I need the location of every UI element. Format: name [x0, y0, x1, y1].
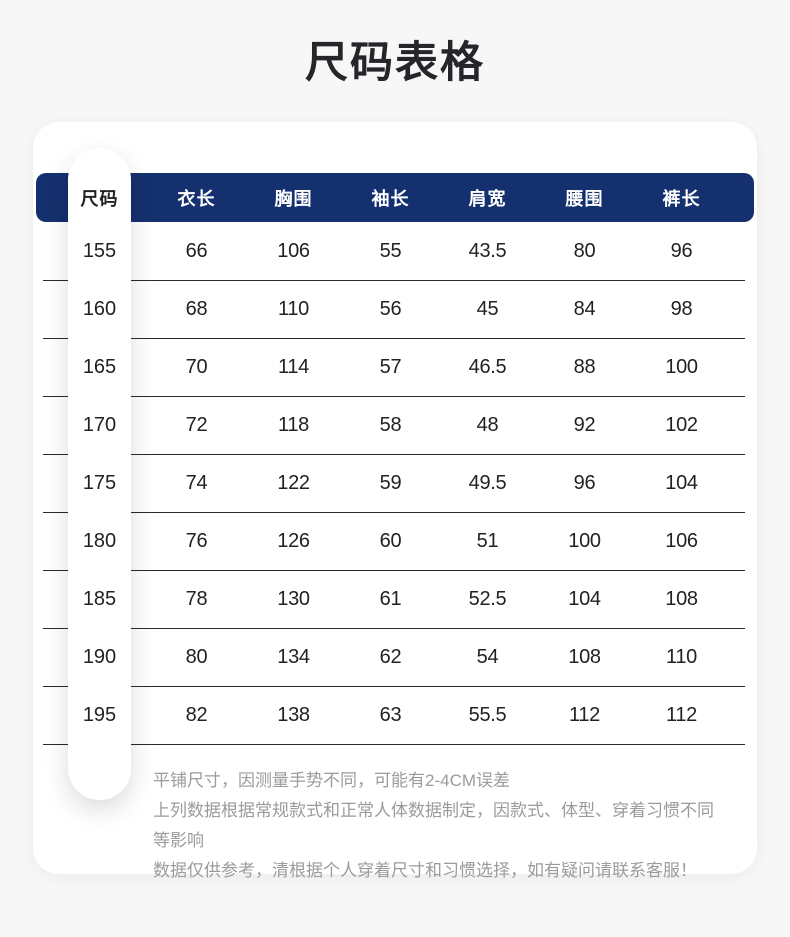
value-cell: 126 [277, 529, 310, 552]
size-cell: 175 [82, 471, 117, 494]
value-cell: 110 [666, 645, 697, 668]
note-line: 数据仅供参考，清根据个人穿着尺寸和习惯选择，如有疑问请联系客服！ [153, 861, 697, 880]
value-cell: 43.5 [468, 239, 507, 262]
table-row: 195 82 138 63 55.5 112 112 [51, 686, 757, 744]
value-cell: 100 [665, 355, 698, 378]
value-cell: 78 [185, 587, 208, 610]
value-cell: 51 [476, 529, 499, 552]
value-cell: 138 [277, 703, 310, 726]
notes: 平铺尺寸，因测量手势不同，可能有2-4CM误差上列数据根据常规款式和正常人体数据… [153, 766, 727, 886]
header-cell: 裤长 [662, 188, 701, 209]
value-cell: 96 [573, 471, 596, 494]
value-cell: 106 [277, 239, 310, 262]
table-header-bar [36, 173, 754, 222]
value-cell: 76 [185, 529, 208, 552]
value-cell: 108 [568, 645, 601, 668]
row-separator [43, 570, 745, 571]
size-cell: 190 [82, 645, 117, 668]
value-cell: 61 [379, 587, 402, 610]
value-cell: 72 [185, 413, 208, 436]
table-row: 160 68 110 56 45 84 98 [51, 280, 757, 338]
value-cell: 59 [379, 471, 402, 494]
value-cell: 49.5 [468, 471, 507, 494]
value-cell: 118 [278, 413, 309, 436]
header-row: 尺码 衣长 胸围 袖长 肩宽 腰围 裤长 [51, 173, 757, 222]
table-row: 185 78 130 61 52.5 104 108 [51, 570, 757, 628]
table-row: 165 70 114 57 46.5 88 100 [51, 338, 757, 396]
size-chart-card: 尺码 衣长 胸围 袖长 肩宽 腰围 裤长 155 66 106 55 43.5 80 96 160 … [33, 122, 757, 880]
value-cell: 63 [379, 703, 402, 726]
value-cell: 48 [476, 413, 499, 436]
value-cell: 104 [568, 587, 601, 610]
table-row: 170 72 118 58 48 92 102 [51, 396, 757, 454]
row-separator [43, 628, 745, 629]
value-cell: 82 [185, 703, 208, 726]
table-body: 155 66 106 55 43.5 80 96 160 68 110 56 45 84 98 16… [33, 222, 757, 744]
value-cell: 70 [185, 355, 208, 378]
value-cell: 102 [665, 413, 698, 436]
size-cell: 170 [82, 413, 117, 436]
value-cell: 96 [670, 239, 693, 262]
value-cell: 54 [476, 645, 499, 668]
value-cell: 80 [185, 645, 208, 668]
header-cell: 肩宽 [468, 188, 507, 209]
size-cell: 195 [82, 703, 117, 726]
size-table: 尺码 衣长 胸围 袖长 肩宽 腰围 裤长 155 66 106 55 43.5 80 96 160 … [33, 122, 757, 744]
table-row: 180 76 126 60 51 100 106 [51, 512, 757, 570]
value-cell: 62 [379, 645, 402, 668]
page-title: 尺码表格 [305, 39, 485, 87]
value-cell: 80 [573, 239, 596, 262]
size-column-pill [68, 148, 131, 800]
value-cell: 106 [665, 529, 698, 552]
header-cell: 腰围 [565, 188, 604, 209]
value-cell: 104 [665, 471, 698, 494]
table-row: 155 66 106 55 43.5 80 96 [51, 222, 757, 280]
value-cell: 114 [278, 355, 309, 378]
note-line: 上列数据根据常规款式和正常人体数据制定，因款式、体型、穿着习惯不同等影响 [153, 801, 714, 850]
header-cell: 胸围 [274, 188, 313, 209]
value-cell: 110 [278, 297, 309, 320]
table-row: 190 80 134 62 54 108 110 [51, 628, 757, 686]
header-cell: 衣长 [177, 188, 216, 209]
value-cell: 134 [277, 645, 310, 668]
value-cell: 112 [666, 703, 697, 726]
row-separator [43, 396, 745, 397]
value-cell: 60 [379, 529, 402, 552]
value-cell: 55.5 [468, 703, 507, 726]
size-cell: 155 [82, 239, 117, 262]
value-cell: 56 [379, 297, 402, 320]
value-cell: 74 [185, 471, 208, 494]
row-separator [43, 454, 745, 455]
header-cell: 袖长 [371, 188, 410, 209]
value-cell: 52.5 [468, 587, 507, 610]
value-cell: 57 [379, 355, 402, 378]
value-cell: 108 [665, 587, 698, 610]
row-separator [43, 338, 745, 339]
value-cell: 98 [670, 297, 693, 320]
value-cell: 92 [573, 413, 596, 436]
row-separator [43, 686, 745, 687]
note-line: 平铺尺寸，因测量手势不同，可能有2-4CM误差 [153, 771, 511, 790]
row-separator [43, 512, 745, 513]
row-separator [43, 744, 745, 745]
value-cell: 68 [185, 297, 208, 320]
value-cell: 84 [573, 297, 596, 320]
value-cell: 122 [277, 471, 310, 494]
value-cell: 45 [476, 297, 499, 320]
size-cell: 180 [82, 529, 117, 552]
size-cell: 165 [82, 355, 117, 378]
value-cell: 55 [379, 239, 402, 262]
value-cell: 58 [379, 413, 402, 436]
size-cell: 185 [82, 587, 117, 610]
value-cell: 112 [569, 703, 600, 726]
value-cell: 100 [568, 529, 601, 552]
size-column-header: 尺码 [80, 188, 119, 209]
value-cell: 66 [185, 239, 208, 262]
row-separator [43, 280, 745, 281]
value-cell: 46.5 [468, 355, 507, 378]
table-row: 175 74 122 59 49.5 96 104 [51, 454, 757, 512]
size-cell: 160 [82, 297, 117, 320]
value-cell: 130 [277, 587, 310, 610]
value-cell: 88 [573, 355, 596, 378]
